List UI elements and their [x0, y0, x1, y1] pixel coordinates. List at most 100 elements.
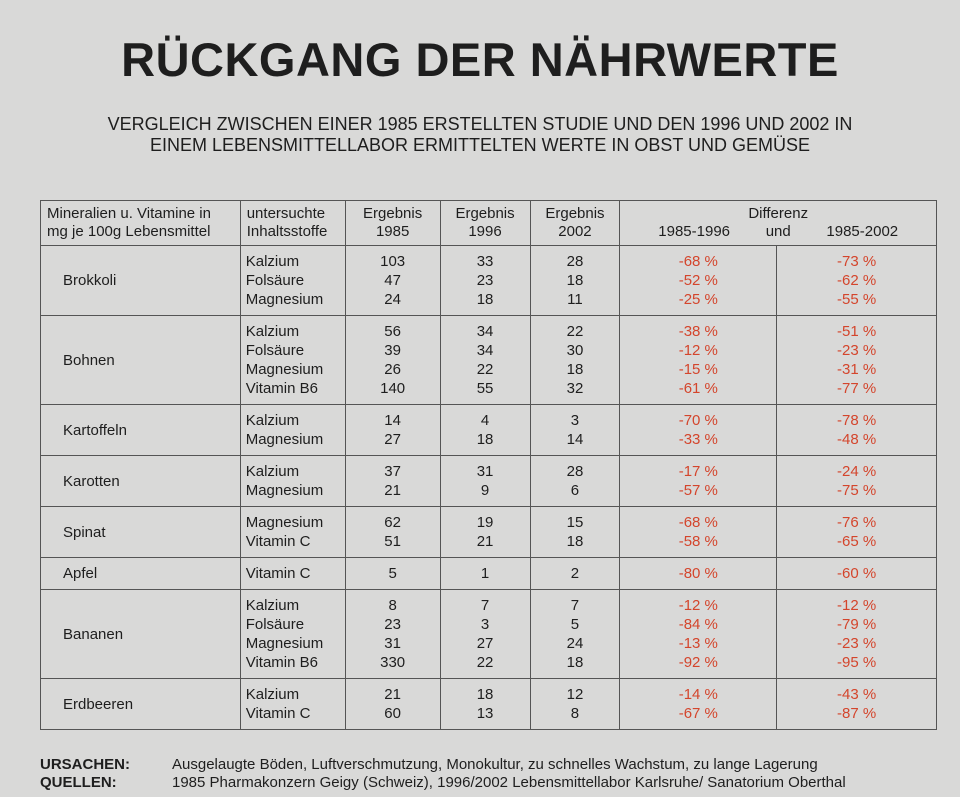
result-2002: 24: [566, 635, 584, 652]
result-1996: 18: [476, 431, 494, 448]
difference-1985-2002: -24 %: [837, 463, 877, 480]
subtitle-line: VERGLEICH ZWISCHEN EINER 1985 ERSTELLTEN…: [107, 114, 853, 134]
difference-1985-1996-cell: -68 % -52 % -25 %: [619, 245, 778, 316]
nutrient-cell: Kalzium Magnesium: [239, 404, 346, 456]
nutrient-cell: Kalzium Folsäure Magnesium Vitamin B6: [239, 589, 346, 679]
result-1985-cell: 5: [344, 557, 441, 590]
nutrient-cell: Kalzium Folsäure Magnesium Vitamin B6: [239, 315, 346, 405]
result-2002-cell: 3 14: [529, 404, 621, 456]
difference-1985-2002: -79 %: [837, 616, 877, 633]
result-2002-cell: 28 6: [529, 455, 621, 507]
difference-1985-2002: -51 %: [837, 323, 877, 340]
food-name: Erdbeeren: [40, 678, 241, 730]
difference-1985-1996-cell: -38 % -12 % -15 % -61 %: [619, 315, 778, 405]
result-1985: 31: [384, 635, 401, 652]
nutrient: Vitamin B6: [245, 380, 318, 397]
result-1985: 27: [384, 431, 401, 448]
result-2002: 28: [566, 253, 584, 270]
difference-1985-2002-cell: -12 % -79 % -23 % -95 %: [776, 589, 937, 679]
result-1996: 34: [476, 342, 494, 359]
title: RÜCKGANG DER NÄHRWERTE: [121, 33, 839, 86]
result-1985: 8: [388, 597, 397, 614]
nutrient: Vitamin C: [245, 705, 311, 722]
result-1985: 39: [384, 342, 401, 359]
nutrient: Kalzium: [245, 412, 300, 429]
difference-1985-1996-cell: -12 % -84 % -13 % -92 %: [619, 589, 778, 679]
nutrient: Magnesium: [245, 291, 324, 308]
difference-1985-2002-cell: -43 % -87 %: [776, 678, 937, 730]
result-1985-cell: 14 27: [344, 404, 441, 456]
result-2002: 14: [566, 431, 584, 448]
difference-1985-2002: -48 %: [837, 431, 877, 448]
difference-1985-2002: -78 %: [837, 412, 877, 429]
difference-1985-2002: -73 %: [837, 253, 877, 270]
column-header: Ergebnis 2002: [529, 200, 621, 246]
difference-1985-1996: -15 %: [678, 361, 718, 378]
food-group: Spinat Magnesium Vitamin C 62 51 19 21 15 18 -68 …: [40, 506, 937, 558]
difference-1985-1996: -68 %: [678, 253, 718, 270]
result-1985: 56: [384, 323, 401, 340]
result-1985: 47: [384, 272, 401, 289]
nutrient-cell: Vitamin C: [239, 557, 346, 590]
subtitle-line: EINEM LEBENSMITTELLABOR ERMITTELTEN WERT…: [149, 135, 811, 155]
difference-header: Differenz 1985-1996 und 1985-2002: [619, 200, 937, 246]
result-1996: 27: [476, 635, 494, 652]
nutrient: Magnesium: [245, 482, 324, 499]
column-header-line: Ergebnis: [545, 205, 605, 222]
result-1985-cell: 21 60: [344, 678, 441, 730]
nutrient: Magnesium: [245, 635, 324, 652]
difference-1985-2002: -43 %: [837, 686, 877, 703]
difference-1985-1996: -68 %: [678, 514, 718, 531]
result-2002: 15: [566, 514, 584, 531]
difference-period: 1985-1996: [658, 223, 730, 240]
difference-1985-1996: -52 %: [678, 272, 718, 289]
difference-1985-2002: -23 %: [837, 342, 877, 359]
table-body: Brokkoli Kalzium Folsäure Magnesium 103 47 24 3…: [40, 245, 937, 730]
footer-label: QUELLEN:: [40, 774, 117, 791]
column-header-line: Inhaltsstoffe: [246, 223, 328, 240]
difference-1985-2002-cell: -73 % -62 % -55 %: [776, 245, 937, 316]
difference-1985-2002: -23 %: [837, 635, 877, 652]
difference-1985-1996: -92 %: [678, 654, 718, 671]
column-header-line: untersuchte: [246, 205, 326, 222]
nutrient: Kalzium: [245, 597, 300, 614]
food-group: Bohnen Kalzium Folsäure Magnesium Vitamin B6…: [40, 315, 937, 405]
column-header-line: Mineralien u. Vitamine in: [47, 205, 211, 222]
result-2002: 8: [570, 705, 580, 722]
nutrient-table: Mineralien u. Vitamine in mg je 100g Lebe…: [40, 200, 937, 730]
result-1996: 33: [476, 253, 494, 270]
result-1996: 4: [480, 412, 490, 429]
difference-1985-1996: -80 %: [678, 565, 718, 582]
nutrient: Kalzium: [245, 463, 300, 480]
difference-1985-1996: -38 %: [678, 323, 718, 340]
result-2002: 32: [566, 380, 584, 397]
food-group: Karotten Kalzium Magnesium 37 21 31 9 28 6 -17 % -…: [40, 455, 937, 507]
result-1996: 18: [476, 291, 494, 308]
result-1996: 18: [476, 686, 494, 703]
result-2002: 30: [566, 342, 584, 359]
column-header-line: 1996: [468, 223, 502, 240]
food-group: Bananen Kalzium Folsäure Magnesium Vitamin B…: [40, 589, 937, 679]
footer-row: QUELLEN: 1985 Pharmakonzern Geigy (Schwei…: [40, 774, 846, 792]
result-1985: 103: [380, 253, 406, 270]
column-header-line: mg je 100g Lebensmittel: [47, 223, 211, 240]
result-1985-cell: 62 51: [344, 506, 441, 558]
result-1985-cell: 37 21: [344, 455, 441, 507]
difference-1985-1996: -25 %: [678, 291, 718, 308]
nutrient: Folsäure: [245, 342, 305, 359]
nutrient: Kalzium: [245, 686, 300, 703]
footer-text: 1985 Pharmakonzern Geigy (Schweiz), 1996…: [172, 774, 846, 791]
nutrient: Vitamin B6: [245, 654, 318, 671]
result-1996: 19: [476, 514, 494, 531]
result-2002: 12: [566, 686, 584, 703]
column-header: Ergebnis 1985: [344, 200, 441, 246]
result-1996: 22: [476, 654, 494, 671]
food-name: Apfel: [40, 557, 241, 590]
column-header: Mineralien u. Vitamine in mg je 100g Lebe…: [40, 200, 241, 246]
result-1996: 23: [476, 272, 494, 289]
nutrient: Kalzium: [245, 253, 300, 270]
result-2002-cell: 7 5 24 18: [529, 589, 621, 679]
food-group: Apfel Vitamin C 5 1 2 -80 % -60 %: [40, 557, 937, 590]
nutrient: Folsäure: [245, 272, 305, 289]
